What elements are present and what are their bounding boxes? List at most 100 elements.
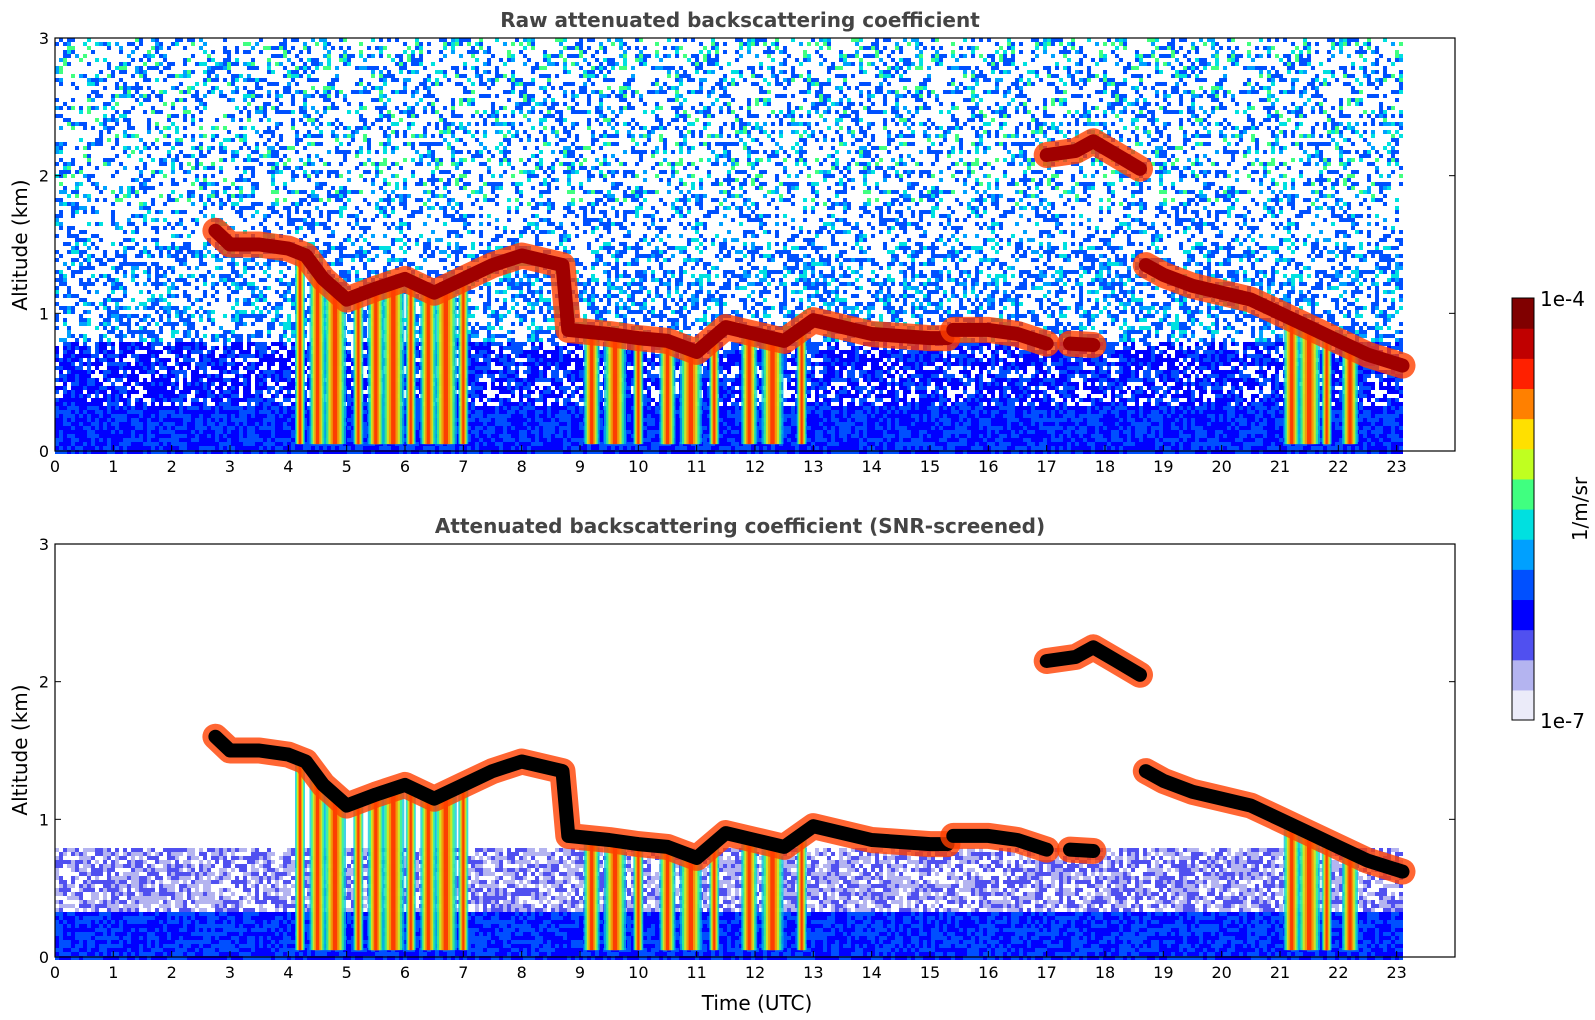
heatmap-cell	[235, 394, 239, 398]
heatmap-cell	[171, 426, 175, 430]
heatmap-cell	[255, 106, 259, 110]
heatmap-cell	[243, 206, 247, 210]
heatmap-cell	[231, 282, 235, 286]
heatmap-cell	[227, 278, 231, 282]
heatmap-cell	[107, 342, 111, 346]
heatmap-cell	[171, 294, 175, 298]
heatmap-cell	[279, 338, 283, 342]
heatmap-cell	[59, 142, 63, 146]
heatmap-cell	[275, 406, 279, 410]
heatmap-cell	[95, 354, 99, 358]
heatmap-cell	[115, 398, 119, 402]
heatmap-cell	[139, 398, 143, 402]
heatmap-cell	[283, 50, 287, 54]
heatmap-cell	[291, 126, 295, 130]
heatmap-cell	[83, 74, 87, 78]
heatmap-cell	[331, 186, 335, 190]
heatmap-cell	[187, 366, 191, 370]
heatmap-cell	[359, 234, 363, 238]
heatmap-cell	[179, 342, 183, 346]
heatmap-cell	[231, 414, 235, 418]
heatmap-cell	[67, 54, 71, 58]
heatmap-cell	[267, 286, 271, 290]
heatmap-cell	[159, 430, 163, 434]
heatmap-cell	[183, 294, 187, 298]
heatmap-cell	[91, 266, 95, 270]
heatmap-cell	[155, 122, 159, 126]
heatmap-cell	[295, 190, 299, 194]
heatmap-cell	[107, 102, 111, 106]
heatmap-cell	[211, 410, 215, 414]
heatmap-cell	[191, 446, 195, 450]
heatmap-cell	[103, 254, 107, 258]
heatmap-cell	[347, 62, 351, 66]
heatmap-cell	[243, 350, 247, 354]
heatmap-cell	[135, 282, 139, 286]
heatmap-cell	[243, 270, 247, 274]
heatmap-cell	[363, 414, 367, 418]
heatmap-cell	[359, 118, 363, 122]
heatmap-cell	[139, 434, 143, 438]
heatmap-cell	[279, 374, 283, 378]
heatmap-cell	[339, 270, 343, 274]
heatmap-cell	[395, 182, 399, 186]
heatmap-cell	[231, 394, 235, 398]
heatmap-cell	[143, 246, 147, 250]
heatmap-cell	[279, 422, 283, 426]
heatmap-cell	[315, 238, 319, 242]
heatmap-cell	[191, 370, 195, 374]
heatmap-cell	[183, 418, 187, 422]
heatmap-cell	[83, 350, 87, 354]
heatmap-cell	[407, 126, 411, 130]
heatmap-cell	[167, 134, 171, 138]
heatmap-cell	[83, 342, 87, 346]
heatmap-cell	[183, 382, 187, 386]
heatmap-cell	[183, 374, 187, 378]
heatmap-cell	[291, 394, 295, 398]
heatmap-cell	[379, 94, 383, 98]
heatmap-cell	[271, 162, 275, 166]
heatmap-cell	[279, 102, 283, 106]
heatmap-cell	[203, 278, 207, 282]
heatmap-cell	[127, 330, 131, 334]
heatmap-cell	[295, 174, 299, 178]
heatmap-cell	[115, 122, 119, 126]
heatmap-cell	[119, 50, 123, 54]
heatmap-cell	[403, 62, 407, 66]
heatmap-cell	[203, 422, 207, 426]
heatmap-cell	[167, 278, 171, 282]
heatmap-cell	[291, 102, 295, 106]
heatmap-cell	[355, 206, 359, 210]
heatmap-cell	[119, 282, 123, 286]
heatmap-cell	[243, 410, 247, 414]
heatmap-cell	[363, 422, 367, 426]
heatmap-cell	[255, 78, 259, 82]
heatmap-cell	[291, 282, 295, 286]
heatmap-cell	[339, 242, 343, 246]
heatmap-cell	[235, 422, 239, 426]
heatmap-cell	[411, 214, 415, 218]
heatmap-cell	[231, 438, 235, 442]
heatmap-cell	[255, 330, 259, 334]
heatmap-cell	[347, 274, 351, 278]
heatmap-cell	[151, 254, 155, 258]
heatmap-cell	[211, 90, 215, 94]
heatmap-cell	[247, 94, 251, 98]
heatmap-cell	[199, 118, 203, 122]
heatmap-cell	[339, 250, 343, 254]
heatmap-cell	[227, 50, 231, 54]
heatmap-cell	[59, 274, 63, 278]
heatmap-cell	[67, 118, 71, 122]
heatmap-cell	[379, 206, 383, 210]
heatmap-cell	[131, 418, 135, 422]
heatmap-cell	[203, 42, 207, 46]
heatmap-cell	[183, 154, 187, 158]
heatmap-cell	[167, 418, 171, 422]
heatmap-cell	[307, 50, 311, 54]
heatmap-cell	[167, 318, 171, 322]
heatmap-cell	[75, 386, 79, 390]
heatmap-cell	[247, 394, 251, 398]
heatmap-cell	[123, 374, 127, 378]
heatmap-cell	[123, 438, 127, 442]
heatmap-cell	[111, 242, 115, 246]
